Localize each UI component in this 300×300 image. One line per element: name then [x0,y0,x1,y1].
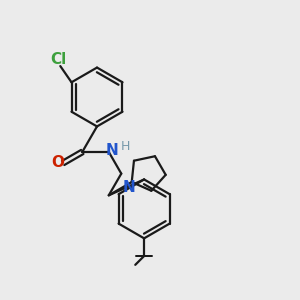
Text: O: O [51,155,64,170]
Text: N: N [123,180,136,195]
Text: Cl: Cl [51,52,67,67]
Text: H: H [120,140,130,153]
Text: N: N [106,143,119,158]
